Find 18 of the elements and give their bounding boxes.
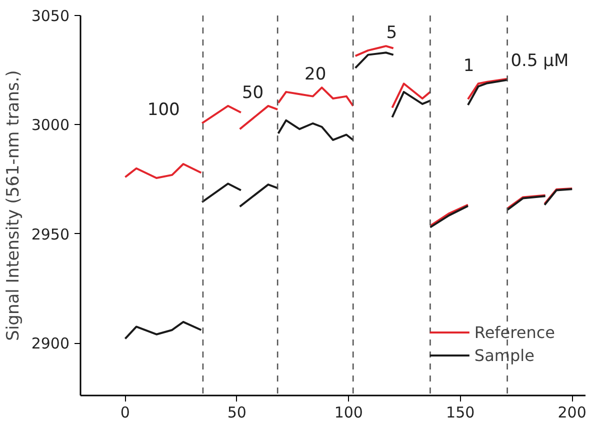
annotation: 0.5 μM — [510, 50, 569, 71]
y-tick-label: 3000 — [31, 116, 70, 134]
x-tick-label: 50 — [227, 404, 246, 422]
y-tick-label: 3050 — [31, 7, 70, 25]
annotation: 20 — [304, 64, 326, 85]
annotation: 5 — [386, 23, 398, 44]
legend-label: Sample — [474, 346, 534, 364]
x-tick-label: 0 — [120, 404, 130, 422]
annotation: 50 — [242, 82, 264, 103]
y-axis-title: Signal Intensity (561-nm trans.) — [3, 70, 24, 341]
x-tick-label: 200 — [558, 404, 586, 422]
x-tick-label: 150 — [446, 404, 475, 422]
annotation: 100 — [147, 100, 180, 120]
y-tick-label: 2900 — [31, 334, 70, 353]
annotation: 1 — [463, 56, 474, 76]
x-tick-label: 100 — [334, 404, 363, 422]
y-tick-label: 2950 — [31, 225, 70, 244]
legend-label: Reference — [474, 322, 555, 342]
